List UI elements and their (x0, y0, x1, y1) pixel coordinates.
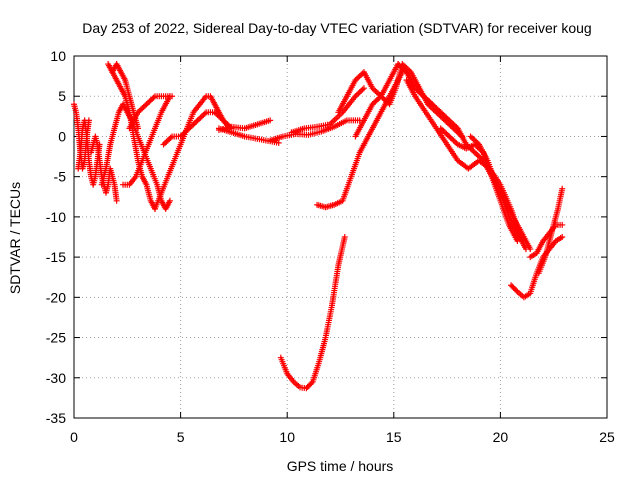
grid-lines (74, 56, 607, 418)
series-track-18 (352, 61, 466, 140)
data-point (267, 117, 274, 124)
data-point (134, 125, 141, 132)
series-track-10 (160, 109, 235, 148)
series-track-25 (535, 185, 566, 277)
y-tick-label: -20 (46, 289, 66, 305)
series-track-15 (277, 234, 348, 392)
data-point (559, 234, 566, 240)
series-track-7 (120, 93, 173, 188)
data-point (513, 287, 520, 294)
data-point (166, 197, 173, 204)
series-track-23 (508, 234, 566, 301)
y-tick-label: -30 (46, 370, 66, 386)
y-tick-label: 10 (50, 48, 66, 64)
plot-frame (73, 55, 608, 419)
series-track-14 (288, 85, 367, 136)
x-tick-label: 10 (279, 429, 295, 445)
x-tick-label: 15 (386, 429, 402, 445)
series-track-2 (75, 117, 103, 188)
x-tick-label: 5 (177, 429, 185, 445)
data-point (360, 85, 367, 92)
data-point (514, 238, 521, 245)
data-point (308, 380, 315, 387)
y-tick-label: -35 (46, 410, 66, 426)
y-tick-label: -10 (46, 209, 66, 225)
y-tick-label: -5 (54, 169, 67, 185)
x-tick-label: 0 (70, 429, 78, 445)
axis-ticks: 0 5 10 15 20 25 10 5 0 -5 -10 -15 -20 -25 -30 -35 (46, 48, 615, 445)
data-point (169, 93, 176, 100)
data-point (113, 197, 120, 204)
series-track-6 (109, 61, 141, 132)
y-tick-label: 5 (58, 88, 66, 104)
data-point (341, 234, 348, 240)
y-tick-label: 0 (58, 128, 66, 144)
data-point (559, 185, 566, 192)
data-point (527, 246, 534, 253)
y-tick-label: -15 (46, 249, 66, 265)
data-series (71, 61, 566, 392)
data-point (275, 139, 282, 146)
y-axis-label: SDTVAR / TECUs (7, 182, 23, 294)
x-tick-label: 20 (493, 429, 509, 445)
x-tick-label: 25 (599, 429, 615, 445)
series-track-8 (126, 93, 176, 132)
data-point (559, 221, 566, 228)
y-tick-label: -25 (46, 330, 66, 346)
series-track-12 (215, 117, 274, 134)
chart-title: Day 253 of 2022, Sidereal Day-to-day VTE… (82, 20, 591, 36)
series-track-13 (267, 117, 363, 144)
series-track-3 (88, 133, 120, 204)
x-axis-label: GPS time / hours (287, 458, 394, 474)
series-track-16 (314, 69, 406, 211)
series-track-22 (467, 133, 534, 253)
